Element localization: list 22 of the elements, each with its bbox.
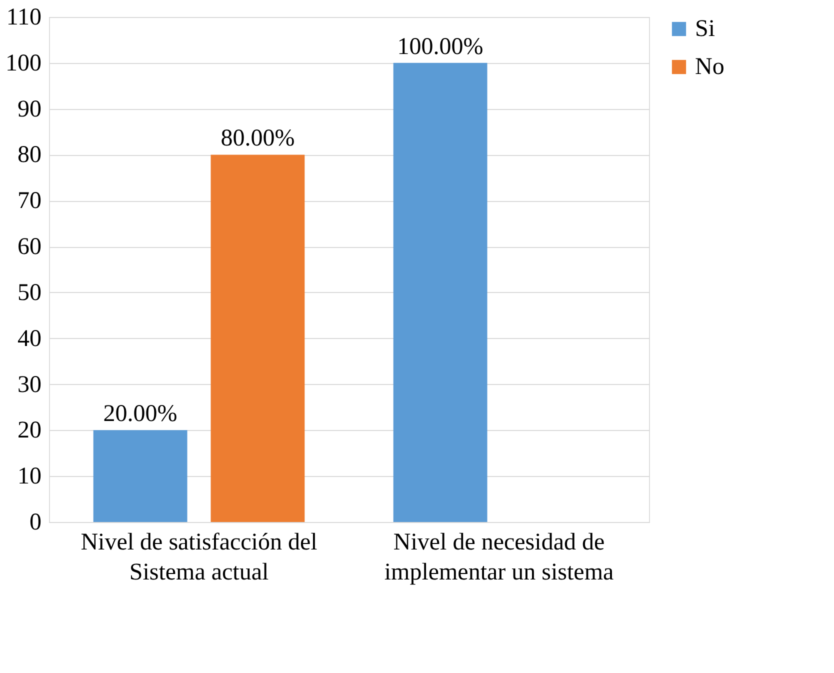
y-tick-label: 100	[6, 50, 42, 76]
y-tick-label: 40	[18, 326, 42, 352]
y-tick-label: 60	[18, 234, 42, 260]
bar	[93, 430, 188, 522]
data-label: 100.00%	[397, 34, 484, 60]
x-tick-label: Nivel de necesidad de implementar un sistema	[384, 530, 614, 586]
y-tick-label: 0	[30, 510, 42, 536]
legend-label: No	[695, 54, 724, 80]
y-tick-label: 70	[18, 188, 42, 214]
legend-label: Si	[695, 16, 716, 42]
y-tick-label: 10	[18, 464, 42, 490]
y-tick-label: 50	[18, 280, 42, 306]
data-label: 20.00%	[103, 401, 178, 428]
bar	[210, 154, 305, 522]
y-tick-label: 80	[18, 142, 42, 168]
y-tick-label: 30	[18, 372, 42, 398]
bar	[393, 62, 488, 522]
data-label: 80.00%	[220, 126, 295, 152]
y-tick-label: 90	[18, 96, 42, 122]
y-tick-label: 20	[18, 418, 42, 444]
x-tick-label: Nivel de satisfacción del Sistema actual	[80, 530, 318, 586]
y-tick-label: 110	[6, 4, 42, 30]
